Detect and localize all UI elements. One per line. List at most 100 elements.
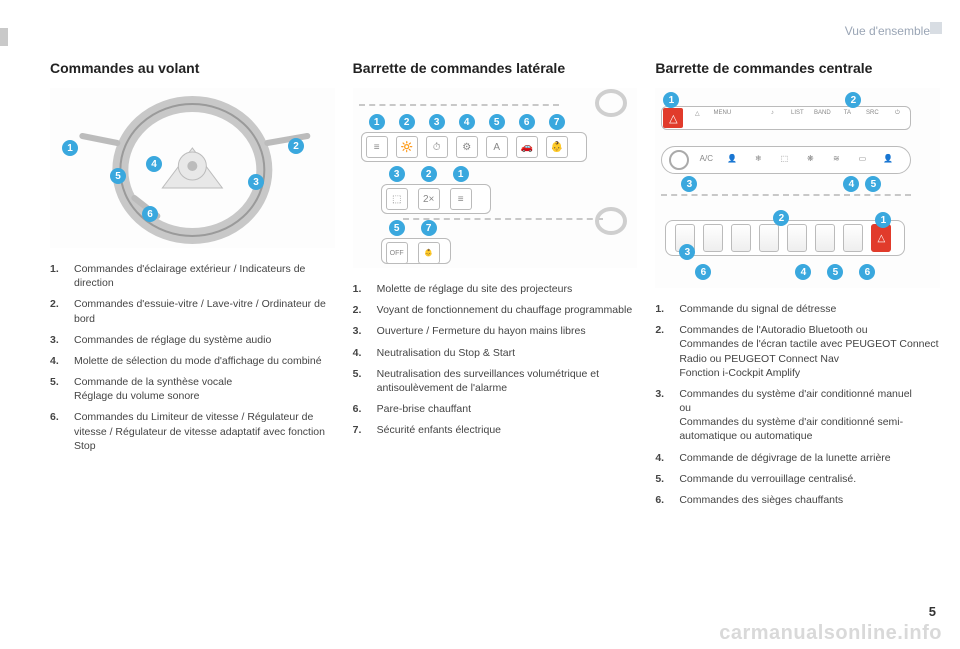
- list-item-text: Molette de sélection du mode d'affichage…: [74, 354, 335, 368]
- callout-4: 4: [795, 264, 811, 280]
- list-item-number: 3.: [50, 333, 64, 347]
- mini-wheel-icon: [591, 88, 631, 118]
- panel1-label: TA: [835, 110, 859, 116]
- list-item-text: Molette de réglage du site des projecteu…: [377, 282, 638, 296]
- panel1-label: LIST: [785, 110, 809, 116]
- page-accent-bar: [0, 28, 8, 46]
- control-icon: 2×: [418, 188, 440, 210]
- callout-3: 3: [679, 244, 695, 260]
- list-item: 2.Commandes de l'Autoradio Bluetooth ou …: [655, 323, 940, 380]
- list-item-text: Ouverture / Fermeture du hayon mains lib…: [377, 324, 638, 338]
- list-item: 1.Commandes d'éclairage extérieur / Indi…: [50, 262, 335, 290]
- list-item-number: 2.: [50, 297, 64, 325]
- hazard-icon: △: [663, 108, 683, 128]
- toggle-switch-icon: [731, 224, 751, 252]
- list-item-text: Commandes d'essuie-vitre / Lave-vitre / …: [74, 297, 335, 325]
- steering-diagram: 123456: [50, 88, 335, 248]
- callout-4: 4: [459, 114, 475, 130]
- callout-5: 5: [865, 176, 881, 192]
- list-item-number: 4.: [353, 346, 367, 360]
- control-icon: ≡: [366, 136, 388, 158]
- callout-3: 3: [429, 114, 445, 130]
- callout-5: 5: [489, 114, 505, 130]
- watermark: carmanualsonline.info: [719, 622, 942, 645]
- list-item-number: 3.: [353, 324, 367, 338]
- list-item-number: 4.: [655, 451, 669, 465]
- callout-7: 7: [549, 114, 565, 130]
- list-item: 6.Commandes du Limiteur de vitesse / Rég…: [50, 410, 335, 453]
- col-side: Barrette de commandes latérale 1≡2🔆3⏱4⚙5…: [353, 60, 638, 514]
- list-item: 6.Commandes des sièges chauffants: [655, 493, 940, 507]
- col-steering: Commandes au volant 123456 1.Commandes d…: [50, 60, 335, 514]
- dash-line-1: [359, 104, 559, 106]
- callout-5: 5: [827, 264, 843, 280]
- list-item-number: 7.: [353, 423, 367, 437]
- list-item-text: Commandes du système d'air conditionné m…: [679, 387, 940, 444]
- callout-5: 5: [110, 168, 126, 184]
- toggle-switch-icon: [759, 224, 779, 252]
- callout-3: 3: [248, 174, 264, 190]
- callout-7: 7: [421, 220, 437, 236]
- col1-list: 1.Commandes d'éclairage extérieur / Indi…: [50, 262, 335, 453]
- panel1-label: MENU: [710, 110, 734, 116]
- callout-2: 2: [421, 166, 437, 182]
- list-item: 5.Commande de la synthèse vocale Réglage…: [50, 375, 335, 403]
- list-item-text: Commandes d'éclairage extérieur / Indica…: [74, 262, 335, 290]
- header-decor-box: [930, 22, 942, 34]
- callout-4: 4: [146, 156, 162, 172]
- list-item-number: 5.: [655, 472, 669, 486]
- list-item-text: Commandes de réglage du système audio: [74, 333, 335, 347]
- callout-2: 2: [399, 114, 415, 130]
- list-item: 2. Commandes d'essuie-vitre / Lave-vitre …: [50, 297, 335, 325]
- panel2-label: ❄: [747, 154, 769, 163]
- page-number: 5: [929, 604, 936, 619]
- hazard-icon: △: [871, 224, 891, 252]
- list-item-text: Sécurité enfants électrique: [377, 423, 638, 437]
- list-item-text: Voyant de fonctionnement du chauffage pr…: [377, 303, 638, 317]
- toggle-switch-icon: [815, 224, 835, 252]
- control-icon: 👶: [546, 136, 568, 158]
- callout-3: 3: [681, 176, 697, 192]
- side-diagram: 1≡2🔆3⏱4⚙5A6🚗7👶3⬚22×1≡5OFF7👶: [353, 88, 638, 268]
- list-item: 3.Commandes du système d'air conditionné…: [655, 387, 940, 444]
- list-item-text: Commandes de l'Autoradio Bluetooth ou Co…: [679, 323, 940, 380]
- panel2-label: ❋: [799, 154, 821, 163]
- list-item: 1.Molette de réglage du site des project…: [353, 282, 638, 296]
- list-item-number: 1.: [655, 302, 669, 316]
- callout-5: 5: [389, 220, 405, 236]
- control-icon: 👶: [418, 242, 440, 264]
- list-item-text: Commandes des sièges chauffants: [679, 493, 940, 507]
- col3-list: 1. Commande du signal de détresse 2.Comman…: [655, 302, 940, 507]
- list-item-number: 6.: [50, 410, 64, 453]
- list-item-text: Commandes du Limiteur de vitesse / Régul…: [74, 410, 335, 453]
- columns: Commandes au volant 123456 1.Commandes d…: [50, 60, 940, 514]
- dash-line-2: [403, 218, 603, 220]
- callout-1: 1: [62, 140, 78, 156]
- list-item: 2.Voyant de fonctionnement du chauffage …: [353, 303, 638, 317]
- panel2-label: 👤: [721, 154, 743, 163]
- list-item-number: 3.: [655, 387, 669, 444]
- col-center: Barrette de commandes centrale △△MENU♪LI…: [655, 60, 940, 514]
- list-item: 1. Commande du signal de détresse: [655, 302, 940, 316]
- callout-3: 3: [389, 166, 405, 182]
- list-item: 4.Neutralisation du Stop & Start: [353, 346, 638, 360]
- list-item-text: Commande de la synthèse vocale Réglage d…: [74, 375, 335, 403]
- list-item-text: Neutralisation des surveillances volumét…: [377, 367, 638, 395]
- control-icon: ⬚: [386, 188, 408, 210]
- col2-title: Barrette de commandes latérale: [353, 60, 638, 76]
- list-item: 6. Pare-brise chauffant: [353, 402, 638, 416]
- control-icon: A: [486, 136, 508, 158]
- dash-line-center: [661, 194, 911, 196]
- panel1-label: ♪: [760, 110, 784, 116]
- list-item: 4.Molette de sélection du mode d'afficha…: [50, 354, 335, 368]
- list-item-text: Commande du signal de détresse: [679, 302, 940, 316]
- list-item-text: Pare-brise chauffant: [377, 402, 638, 416]
- toggle-switch-icon: [703, 224, 723, 252]
- list-item: 7. Sécurité enfants électrique: [353, 423, 638, 437]
- list-item-number: 6.: [353, 402, 367, 416]
- mini-wheel-icon-2: [591, 206, 631, 236]
- panel2-label: ▭: [851, 154, 873, 163]
- list-item: 5.Commande du verrouillage centralisé.: [655, 472, 940, 486]
- callout-6: 6: [142, 206, 158, 222]
- center-diagram: △△MENU♪LISTBANDTASRC⏻12A/C👤❄⬚❋≋▭👤345△123…: [655, 88, 940, 288]
